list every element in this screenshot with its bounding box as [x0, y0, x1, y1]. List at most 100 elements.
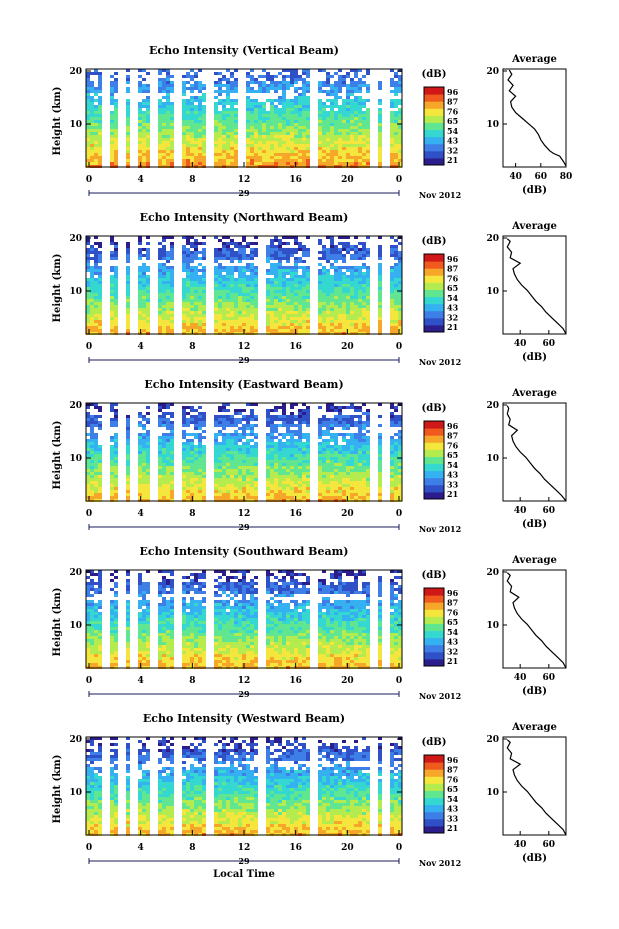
heatmap-cell	[238, 445, 242, 448]
heatmap-cell	[226, 141, 230, 144]
heatmap-cell	[170, 475, 174, 478]
heatmap-cell	[378, 287, 382, 290]
heatmap-cell	[222, 141, 226, 144]
heatmap-cell	[222, 287, 226, 290]
heatmap-cell	[202, 496, 206, 499]
heatmap-cell	[142, 150, 146, 153]
heatmap-cell	[226, 132, 230, 135]
heatmap-cell	[222, 320, 226, 323]
heatmap-cell	[114, 496, 118, 499]
heatmap-cell	[246, 463, 250, 466]
heatmap-cell	[234, 102, 238, 105]
heatmap-cell	[246, 305, 250, 308]
heatmap-cell	[86, 484, 90, 487]
heatmap-cell	[222, 487, 226, 490]
heatmap-cell	[294, 87, 298, 90]
heatmap-cell	[338, 269, 342, 272]
heatmap-cell	[366, 84, 370, 87]
heatmap-cell	[214, 275, 218, 278]
heatmap-cell	[278, 117, 282, 120]
heatmap-cell	[86, 314, 90, 317]
colorbar-segment	[424, 324, 444, 333]
heatmap-cell	[190, 87, 194, 90]
heatmap-cell	[218, 90, 222, 93]
heatmap-cell	[146, 320, 150, 323]
heatmap-cell	[346, 141, 350, 144]
heatmap-cell	[302, 269, 306, 272]
heatmap-cell	[270, 302, 274, 305]
heatmap-cell	[278, 487, 282, 490]
heatmap-cell	[166, 302, 170, 305]
heatmap-cell	[234, 108, 238, 111]
heatmap-cell	[330, 406, 334, 409]
heatmap-cell	[242, 320, 246, 323]
heatmap-cell	[354, 284, 358, 287]
heatmap-cell	[162, 284, 166, 287]
heatmap-cell	[270, 242, 274, 245]
heatmap-cell	[226, 162, 230, 165]
heatmap-cell	[94, 126, 98, 129]
heatmap-cell	[274, 138, 278, 141]
heatmap-cell	[166, 269, 170, 272]
heatmap-cell	[266, 478, 270, 481]
heatmap-cell	[362, 254, 366, 257]
heatmap-cell	[358, 266, 362, 269]
heatmap-cell	[334, 445, 338, 448]
heatmap-cell	[126, 436, 130, 439]
heatmap-cell	[334, 260, 338, 263]
heatmap-cell	[170, 84, 174, 87]
heatmap-cell	[202, 117, 206, 120]
heatmap-cell	[214, 150, 218, 153]
heatmap-cell	[110, 439, 114, 442]
heatmap-cell	[138, 436, 142, 439]
heatmap-cell	[366, 138, 370, 141]
heatmap-cell	[110, 406, 114, 409]
heatmap-cell	[346, 105, 350, 108]
heatmap-cell	[218, 484, 222, 487]
heatmap-cell	[182, 129, 186, 132]
heatmap-cell	[190, 138, 194, 141]
heatmap-cell	[394, 308, 398, 311]
heatmap-cell	[334, 120, 338, 123]
heatmap-cell	[226, 150, 230, 153]
heatmap-cell	[114, 317, 118, 320]
heatmap-cell	[146, 421, 150, 424]
heatmap-cell	[266, 490, 270, 493]
heatmap-cell	[390, 302, 394, 305]
heatmap-cell	[158, 311, 162, 314]
heatmap-cell	[290, 284, 294, 287]
heatmap-cell	[378, 87, 382, 90]
heatmap-cell	[270, 87, 274, 90]
heatmap-cell	[166, 257, 170, 260]
heatmap-cell	[230, 150, 234, 153]
heatmap-cell	[318, 305, 322, 308]
heatmap-cell	[202, 126, 206, 129]
heatmap-cell	[346, 162, 350, 165]
heatmap-cell	[146, 493, 150, 496]
heatmap-cell	[254, 129, 258, 132]
heatmap-cell	[290, 481, 294, 484]
heatmap-cell	[274, 281, 278, 284]
heatmap-cell	[334, 469, 338, 472]
heatmap-cell	[246, 454, 250, 457]
heatmap-cell	[258, 114, 262, 117]
heatmap-cell	[318, 320, 322, 323]
heatmap-cell	[290, 460, 294, 463]
heatmap-cell	[258, 126, 262, 129]
heatmap-cell	[142, 263, 146, 266]
heatmap-cell	[346, 281, 350, 284]
heatmap-cell	[350, 314, 354, 317]
heatmap-cell	[254, 433, 258, 436]
heatmap-cell	[290, 314, 294, 317]
heatmap-cell	[98, 478, 102, 481]
heatmap-cell	[86, 487, 90, 490]
heatmap-cell	[162, 254, 166, 257]
heatmap-cell	[190, 445, 194, 448]
heatmap-cell	[350, 153, 354, 156]
heatmap-cell	[394, 314, 398, 317]
heatmap-cell	[238, 257, 242, 260]
heatmap-cell	[90, 81, 94, 84]
heatmap-cell	[142, 114, 146, 117]
heatmap-cell	[198, 406, 202, 409]
heatmap-cell	[214, 266, 218, 269]
